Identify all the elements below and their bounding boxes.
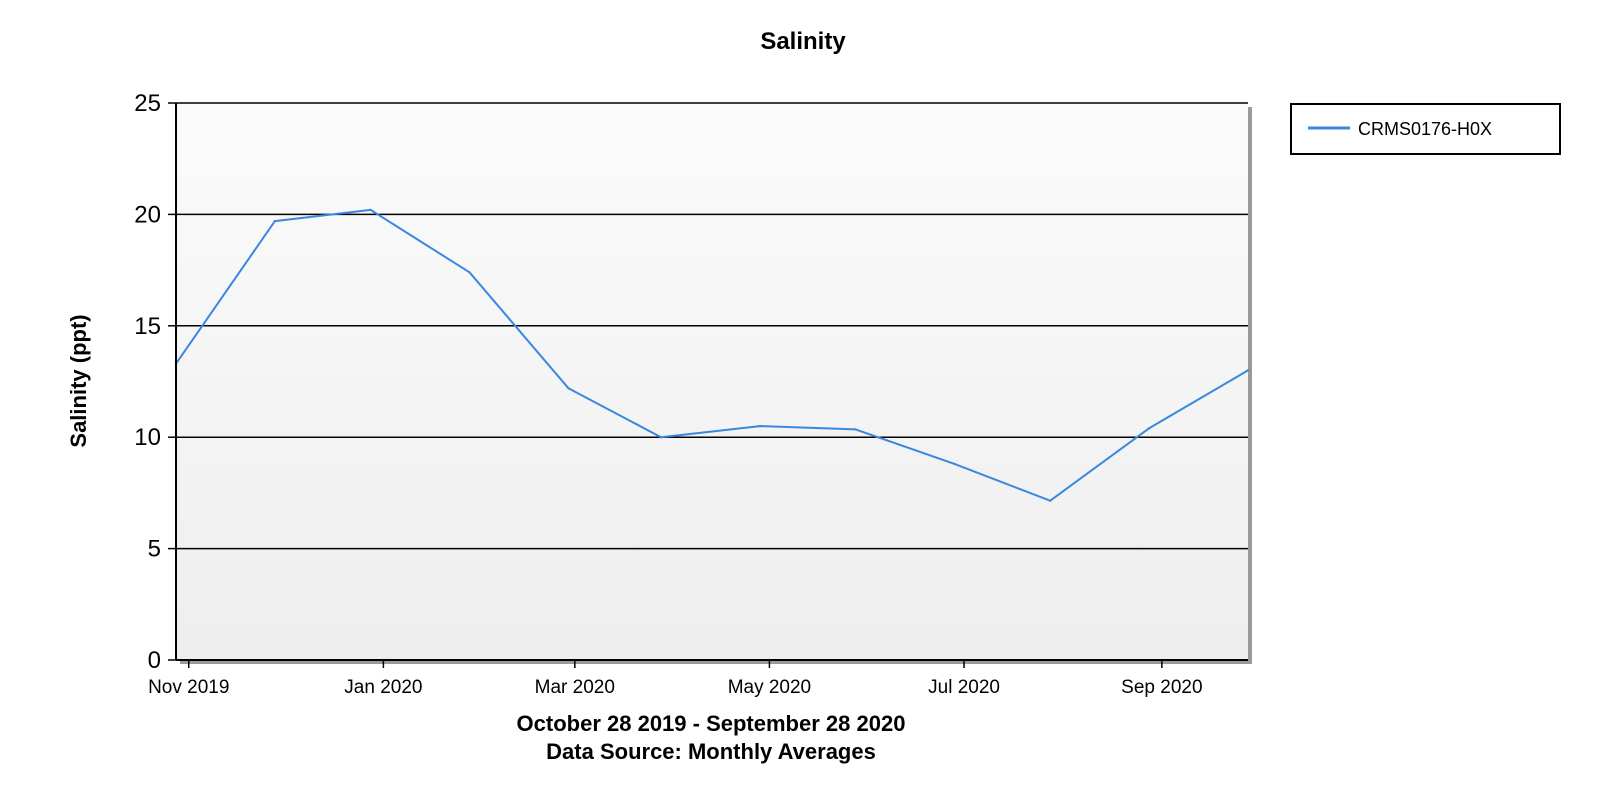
data-point-0-9 xyxy=(1048,499,1052,502)
y-tick-label-25: 25 xyxy=(134,90,161,117)
x-tick-label-3: May 2020 xyxy=(728,677,811,698)
x-tick-label-2: Mar 2020 xyxy=(535,677,615,698)
data-point-0-3 xyxy=(468,271,471,274)
series-line-0 xyxy=(175,208,1249,502)
y-tick-label-0: 0 xyxy=(148,647,161,674)
y-tick-label-15: 15 xyxy=(134,313,161,340)
data-point-0-5 xyxy=(659,436,663,439)
x-axis-caption-line-2: Data Source: Monthly Averages xyxy=(546,739,876,764)
plot-area xyxy=(176,103,1248,660)
gridlines xyxy=(176,102,1248,550)
y-tick-label-5: 5 xyxy=(148,536,161,563)
x-tick-label-4: Jul 2020 xyxy=(928,677,1000,698)
y-axis-label: Salinity (ppt) xyxy=(66,314,91,447)
data-point-0-10 xyxy=(1147,427,1151,430)
data-point-0-4 xyxy=(567,386,570,390)
chart-title: Salinity xyxy=(760,28,846,55)
legend-label: CRMS0176-H0X xyxy=(1358,119,1492,139)
data-point-0-7 xyxy=(854,428,857,431)
y-tick-label-20: 20 xyxy=(134,201,161,228)
legend: CRMS0176-H0X xyxy=(1290,103,1561,155)
x-axis-caption-line-1: October 28 2019 - September 28 2020 xyxy=(517,711,906,736)
x-tick-label-1: Jan 2020 xyxy=(344,677,422,698)
data-point-0-11 xyxy=(1246,369,1250,372)
data-point-0-8 xyxy=(953,462,956,466)
y-axis-ticks: 0 5 10 15 20 25 xyxy=(134,90,176,674)
series-layer xyxy=(174,208,1250,502)
data-point-0-2 xyxy=(369,208,372,212)
y-tick-label-10: 10 xyxy=(134,424,161,451)
x-axis-ticks: Nov 2019 Jan 2020 Mar 2020 May 2020 Jul 2020… xyxy=(148,660,1203,698)
x-tick-label-0: Nov 2019 xyxy=(148,677,229,698)
data-point-0-1 xyxy=(273,219,277,223)
x-tick-label-5: Sep 2020 xyxy=(1121,677,1202,698)
data-point-0-6 xyxy=(758,424,762,428)
